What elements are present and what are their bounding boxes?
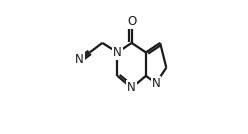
- Text: N: N: [113, 46, 122, 59]
- Text: N: N: [75, 53, 84, 66]
- Text: O: O: [127, 15, 136, 28]
- Text: N: N: [127, 81, 136, 94]
- Text: N: N: [152, 77, 160, 90]
